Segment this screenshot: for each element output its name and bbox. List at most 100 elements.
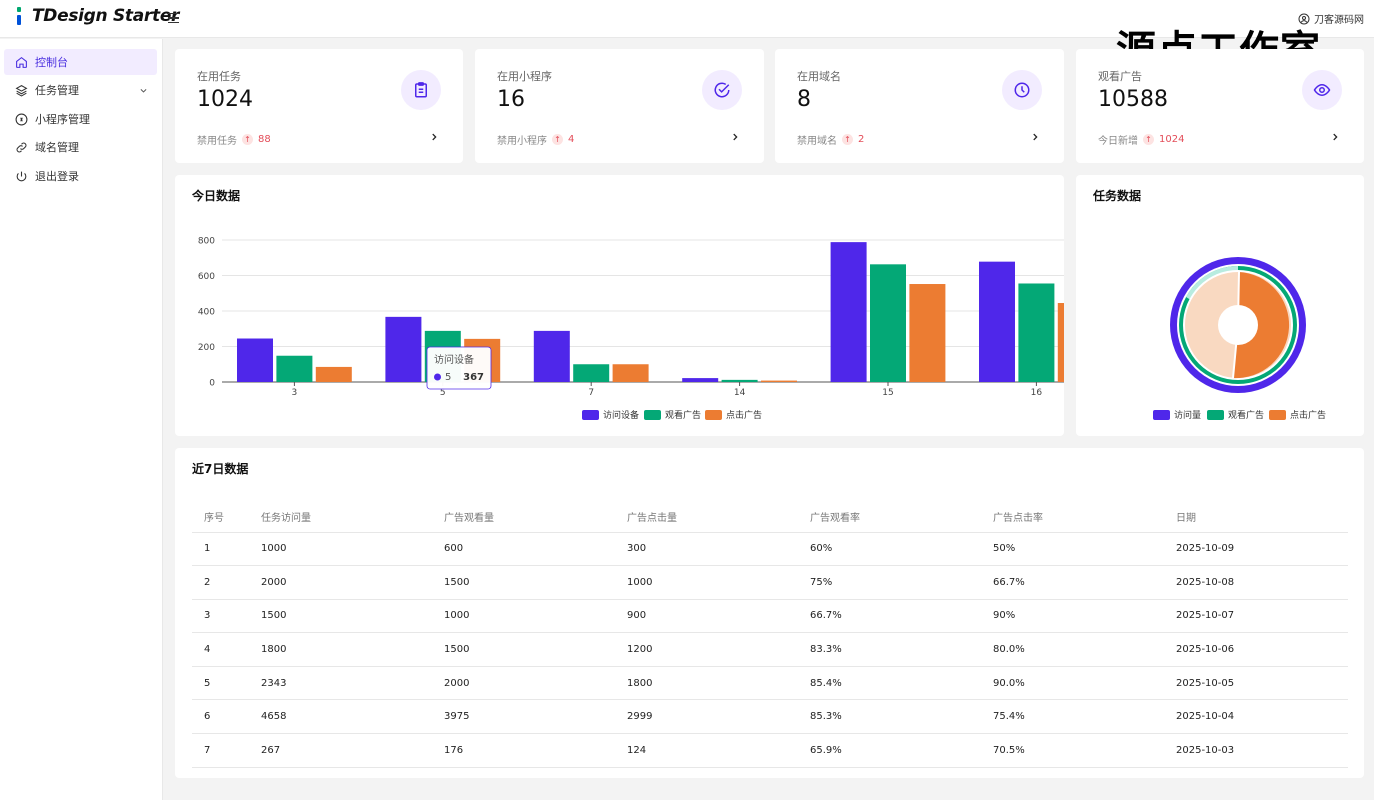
card-title: 近7日数据 <box>192 462 249 476</box>
legend-swatch <box>1153 410 1170 420</box>
x-tick-label: 3 <box>292 388 298 398</box>
tooltip-value: 367 <box>463 372 484 383</box>
stat-value: 8 <box>797 87 811 112</box>
table-row[interactable]: 7 267 176 124 65.9% 70.5% 2025-10-03 <box>192 733 1348 768</box>
table-cell: 1200 <box>615 632 798 667</box>
sidebar-item-tasks[interactable]: 任务管理 <box>4 77 157 103</box>
chevron-right-icon[interactable] <box>429 131 439 143</box>
bar-0-2[interactable] <box>315 366 352 382</box>
bar-4-0[interactable] <box>830 242 867 382</box>
legend-label[interactable]: 观看广告 <box>1228 409 1264 421</box>
donut-chart[interactable]: 访问量 观看广告 点击广告 <box>1076 175 1364 436</box>
bar-3-1[interactable] <box>721 379 758 382</box>
bar-2-2[interactable] <box>612 364 649 382</box>
legend-swatch <box>644 410 661 420</box>
x-tick-label: 5 <box>440 388 446 398</box>
stat-card-tasks[interactable]: 在用任务 1024 禁用任务 ↑ 88 <box>175 49 463 163</box>
table-cell: 1000 <box>249 532 432 567</box>
bar-3-0[interactable] <box>682 378 719 382</box>
tooltip-title: 访问设备 <box>434 353 474 366</box>
stat-card-domains[interactable]: 在用域名 8 禁用域名 ↑ 2 <box>775 49 1064 163</box>
bar-1-0[interactable] <box>385 316 422 382</box>
brand-logo[interactable]: TDesign Starter <box>14 6 179 26</box>
column-header: 广告观看量 <box>432 502 615 533</box>
stat-card-miniapps[interactable]: 在用小程序 16 禁用小程序 ↑ 4 <box>475 49 764 163</box>
table-cell: 90.0% <box>981 666 1164 701</box>
user-circle-icon <box>1298 13 1310 24</box>
table-row[interactable]: 1 1000 600 300 60% 50% 2025-10-09 <box>192 532 1348 567</box>
table-cell: 1500 <box>432 632 615 667</box>
bar-0-1[interactable] <box>276 355 313 382</box>
legend-label[interactable]: 访问量 <box>1174 409 1201 421</box>
table-row[interactable]: 4 1800 1500 1200 83.3% 80.0% 2025-10-06 <box>192 632 1348 667</box>
sidebar-item-dashboard[interactable]: 控制台 <box>4 49 157 75</box>
sidebar-item-miniapps[interactable]: 小程序管理 <box>4 106 157 132</box>
stat-icon-badge <box>702 70 742 110</box>
table-cell: 2025-10-07 <box>1164 599 1348 634</box>
table-row[interactable]: 5 2343 2000 1800 85.4% 90.0% 2025-10-05 <box>192 666 1348 701</box>
stat-card-ads[interactable]: 观看广告 10588 今日新增 ↑ 1024 <box>1076 49 1364 163</box>
column-header: 日期 <box>1164 502 1348 533</box>
today-chart-card: 今日数据 0 200 400 600 800 3 5 7 14 15 16 访问设备 观看广告 点击广告访… <box>175 175 1064 436</box>
bar-5-1[interactable] <box>1018 283 1055 382</box>
x-tick-label: 14 <box>734 388 746 398</box>
stat-foot-label: 禁用小程序 <box>497 136 547 147</box>
stat-value: 16 <box>497 87 525 112</box>
table-row[interactable]: 6 4658 3975 2999 85.3% 75.4% 2025-10-04 <box>192 699 1348 735</box>
table-cell: 1800 <box>615 666 798 701</box>
table-cell: 50% <box>981 532 1164 567</box>
stat-icon-badge <box>401 70 441 110</box>
x-tick-label: 15 <box>882 388 893 398</box>
legend-label[interactable]: 访问设备 <box>603 409 639 421</box>
table-cell: 66.7% <box>981 565 1164 600</box>
bar-5-2[interactable] <box>1057 303 1064 382</box>
sidebar-item-logout[interactable]: 退出登录 <box>4 163 157 189</box>
sidebar-item-label: 小程序管理 <box>35 113 90 126</box>
sidebar-item-domains[interactable]: 域名管理 <box>4 134 157 160</box>
legend-swatch <box>1207 410 1224 420</box>
column-header: 广告观看率 <box>798 502 981 533</box>
stat-foot-label: 禁用域名 <box>797 136 837 147</box>
chevron-right-icon[interactable] <box>1030 131 1040 143</box>
brand-name: TDesign Starter <box>32 6 180 26</box>
bar-2-1[interactable] <box>573 364 610 382</box>
stat-foot-value: 1024 <box>1159 134 1185 145</box>
bar-0-0[interactable] <box>237 338 273 382</box>
stat-foot-label: 今日新增 <box>1098 136 1138 147</box>
task-chart-card: 任务数据 访问量 观看广告 点击广告 <box>1076 175 1364 436</box>
table-cell: 124 <box>615 733 798 768</box>
table-cell: 1800 <box>249 632 432 667</box>
table-cell: 6 <box>192 699 249 735</box>
stat-foot-label: 禁用任务 <box>197 136 237 147</box>
table-row[interactable]: 2 2000 1500 1000 75% 66.7% 2025-10-08 <box>192 565 1348 600</box>
arrow-up-icon: ↑ <box>242 134 253 145</box>
bar-4-1[interactable] <box>870 264 906 382</box>
chevron-right-icon[interactable] <box>730 131 740 143</box>
bar-4-2[interactable] <box>909 284 946 382</box>
legend-label[interactable]: 点击广告 <box>726 409 762 421</box>
bar-2-0[interactable] <box>533 330 570 382</box>
table-row[interactable]: 3 1500 1000 900 66.7% 90% 2025-10-07 <box>192 599 1348 634</box>
stat-label: 在用任务 <box>197 70 241 83</box>
table-cell: 900 <box>615 599 798 634</box>
chevron-down-icon[interactable] <box>139 86 148 95</box>
donut-slice-ad-clicks[interactable] <box>1233 272 1290 379</box>
legend-swatch <box>705 410 722 420</box>
menu-toggle-icon[interactable] <box>168 9 182 27</box>
legend-label[interactable]: 点击广告 <box>1290 409 1326 421</box>
table-cell: 2025-10-05 <box>1164 666 1348 701</box>
user-name: 刀客源码网 <box>1314 15 1364 26</box>
sidebar-item-label: 控制台 <box>35 56 68 69</box>
legend-label[interactable]: 观看广告 <box>665 409 701 421</box>
clipboard-icon <box>415 82 427 98</box>
bar-3-2[interactable] <box>761 380 797 382</box>
chevron-right-icon[interactable] <box>1330 131 1340 143</box>
bar-5-0[interactable] <box>979 261 1015 382</box>
top-header: TDesign Starter 刀客源码网 <box>0 0 1374 38</box>
tooltip-dot-icon <box>434 373 441 381</box>
user-menu[interactable]: 刀客源码网 <box>1298 11 1364 26</box>
x-tick-label: 16 <box>1031 388 1043 398</box>
arrow-up-icon: ↑ <box>1143 134 1154 145</box>
arrow-up-icon: ↑ <box>552 134 563 145</box>
